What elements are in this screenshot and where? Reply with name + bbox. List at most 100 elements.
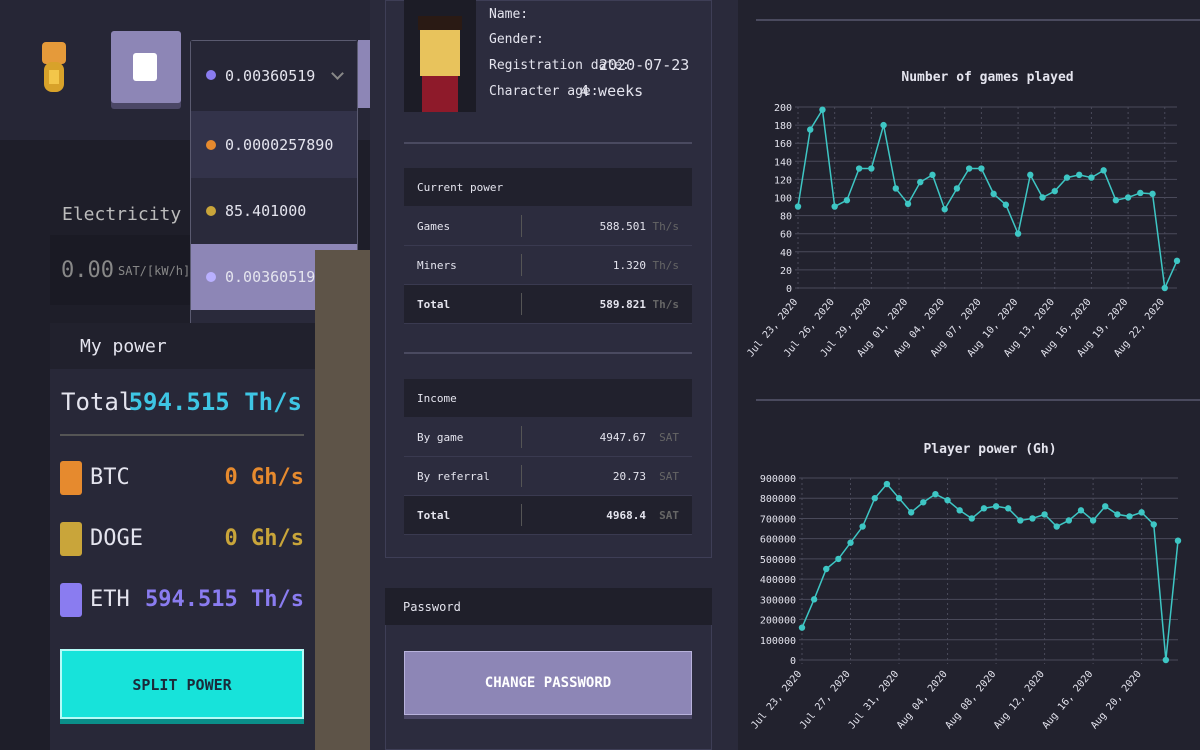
separator (521, 465, 522, 487)
y-tick-label: 400000 (760, 575, 796, 586)
dropdown-selected[interactable]: 0.00360519 (191, 41, 357, 111)
row-label: By game (417, 431, 464, 444)
y-tick-label: 200000 (760, 616, 796, 627)
button-label: CHANGE PASSWORD (484, 675, 612, 691)
btc-icon (60, 461, 82, 495)
data-point (1173, 257, 1181, 265)
split-power-button[interactable]: SPLIT POWER (60, 649, 304, 719)
separator (521, 215, 522, 237)
button-label: SPLIT POWER (132, 676, 232, 694)
option-value: 85.401000 (225, 202, 307, 220)
row-label: Games (417, 220, 451, 233)
table-row: Total 589.821 Th/s (404, 285, 692, 324)
y-tick-label: 700000 (760, 514, 796, 525)
wallet-button[interactable] (111, 31, 181, 103)
y-tick-label: 160 (774, 139, 792, 150)
row-value: 4947.67 (599, 431, 646, 444)
data-point (956, 507, 963, 514)
data-point (1124, 194, 1132, 201)
y-tick-label: 60 (780, 230, 792, 241)
data-point (920, 499, 927, 506)
electricity-box (50, 235, 190, 305)
data-point (855, 165, 863, 172)
y-tick-label: 100 (774, 194, 792, 205)
data-point (1002, 201, 1010, 208)
data-point (904, 200, 912, 208)
data-point (1114, 511, 1121, 518)
data-point (968, 515, 976, 522)
y-tick-label: 140 (774, 157, 792, 168)
table-header: Current power (404, 168, 692, 206)
row-unit: Th/s (652, 298, 680, 311)
data-point (1112, 197, 1120, 204)
data-point (807, 126, 814, 133)
selected-value: 0.00360519 (225, 67, 316, 85)
coin-value: 0 Gh/s (224, 526, 304, 551)
x-tick-label: Aug 20, 2020 (1089, 669, 1144, 731)
next-button[interactable] (358, 40, 370, 108)
x-tick-label: Aug 08, 2020 (943, 669, 998, 731)
data-point (835, 555, 842, 563)
y-tick-label: 600000 (760, 535, 796, 546)
data-point (990, 190, 997, 198)
eth-icon (60, 583, 82, 617)
my-power-title: My power (80, 336, 167, 357)
row-value: 1.320 (612, 259, 646, 272)
dropdown-option[interactable]: 0.0000257890 (191, 111, 357, 178)
option-value: 0.00360519 (225, 268, 316, 286)
data-point (1089, 517, 1097, 524)
data-point (1063, 174, 1071, 181)
profile-label: Character age: (489, 84, 599, 99)
table-row: Games 588.501 Th/s (404, 207, 692, 246)
y-tick-label: 800000 (760, 494, 796, 505)
divider (404, 142, 692, 144)
data-point (941, 206, 948, 213)
data-point (1029, 515, 1036, 522)
change-password-button[interactable]: CHANGE PASSWORD (404, 651, 692, 715)
table-header: Income (404, 379, 692, 417)
option-value: 0.0000257890 (225, 136, 334, 154)
data-point (859, 523, 866, 530)
data-point (953, 185, 961, 192)
y-tick-label: 180 (774, 121, 792, 132)
data-point (1174, 537, 1182, 544)
data-point (929, 171, 936, 179)
y-tick-label: 200 (774, 103, 792, 114)
data-point (819, 106, 826, 113)
data-point (1162, 656, 1170, 664)
separator (521, 426, 522, 448)
doge-icon (60, 522, 82, 556)
data-point (798, 624, 806, 631)
profile-value: 4 weeks (580, 82, 644, 100)
data-point (880, 121, 887, 129)
data-point (1075, 171, 1083, 179)
data-point (978, 165, 985, 172)
data-point (1137, 189, 1144, 197)
data-point (980, 505, 988, 512)
coin-name: DOGE (90, 526, 143, 551)
hamster-icon (38, 42, 70, 96)
coin-name: ETH (90, 587, 130, 612)
x-tick-label: Jul 27, 2020 (798, 669, 853, 731)
table-row: By game 4947.67 SAT (404, 418, 692, 457)
data-point (1051, 187, 1058, 195)
data-point (831, 203, 838, 210)
data-point (907, 509, 915, 516)
avatar (404, 0, 476, 112)
divider (60, 434, 304, 436)
data-point (1053, 523, 1060, 530)
row-label: Total (417, 298, 451, 311)
x-tick-label: Aug 16, 2020 (1041, 669, 1096, 731)
data-point (992, 503, 1000, 510)
total-label: Total (61, 388, 134, 416)
data-line (797, 107, 1178, 291)
data-point (1041, 511, 1048, 518)
y-tick-label: 80 (780, 212, 792, 223)
password-title: Password (403, 600, 461, 614)
divider (404, 352, 692, 354)
data-point (1126, 513, 1133, 520)
data-point (1088, 174, 1095, 181)
data-point (1138, 509, 1145, 516)
dropdown-option[interactable]: 85.401000 (191, 178, 357, 244)
row-value: 589.821 (599, 298, 646, 311)
